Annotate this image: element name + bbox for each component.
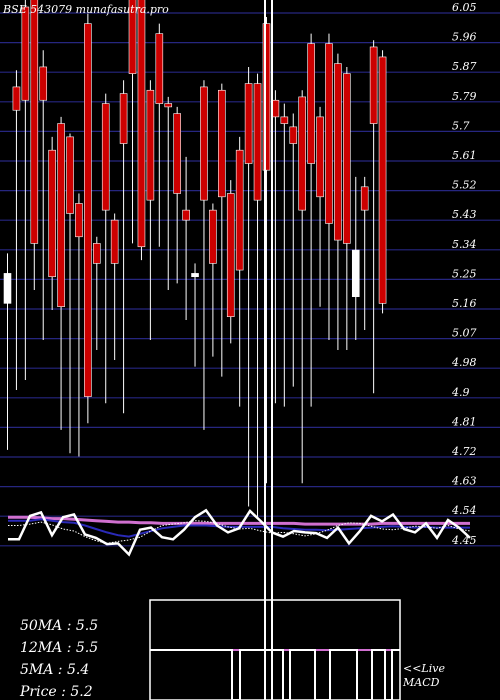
candle-body xyxy=(298,96,306,211)
candle-body xyxy=(280,116,289,124)
candle-body xyxy=(334,63,342,241)
candle-body xyxy=(101,103,110,211)
candle-body xyxy=(75,203,83,238)
y-tick-label: 5.25 xyxy=(452,267,477,280)
ma-fast-line xyxy=(8,520,471,544)
candle-body xyxy=(137,0,146,248)
macd-line xyxy=(150,649,400,700)
y-tick-label: 5.79 xyxy=(452,90,477,103)
candle-body xyxy=(360,186,369,211)
price-axis: 6.05 5.96 5.87 5.79 5.7 5.61 5.52 5.43 5.34 5.25 5… xyxy=(451,1,477,547)
stat-ma12: 12MA : 5.5 xyxy=(20,640,98,656)
y-tick-label: 5.16 xyxy=(452,297,477,310)
y-tick-label: 4.81 xyxy=(451,415,477,428)
candle-body xyxy=(128,0,137,74)
candle-body xyxy=(325,43,333,224)
candle-body xyxy=(351,249,360,298)
moving-average-panel xyxy=(8,508,471,557)
candle-body xyxy=(66,136,74,214)
y-tick-label: 4.54 xyxy=(451,504,477,517)
candle-body xyxy=(119,93,128,144)
chart-title: BSE 543079 munafasutra.pro xyxy=(2,3,169,16)
candle-body xyxy=(39,66,48,101)
candlestick-series xyxy=(3,0,387,517)
y-tick-label: 5.87 xyxy=(452,60,477,73)
candle-body xyxy=(235,149,244,271)
candle-body xyxy=(21,6,30,101)
y-tick-label: 5.52 xyxy=(452,179,477,192)
candle-body xyxy=(164,103,173,108)
stat-price: Price : 5.2 xyxy=(19,684,93,700)
y-tick-label: 5.61 xyxy=(452,149,477,162)
candle-body xyxy=(378,56,387,304)
candle-body xyxy=(146,89,155,201)
macd-label-line2: MACD xyxy=(402,676,440,689)
candle-body xyxy=(155,33,164,104)
candle-body xyxy=(262,23,271,171)
candle-body xyxy=(191,273,199,278)
candle-body xyxy=(84,23,92,397)
candle-body xyxy=(209,209,217,264)
candle-body xyxy=(30,0,39,244)
candle-body xyxy=(48,149,56,278)
price-line xyxy=(8,508,471,557)
ma-slow-line xyxy=(8,515,470,526)
candle-body xyxy=(110,219,119,264)
candle-body xyxy=(343,73,351,244)
candle-body xyxy=(218,89,226,198)
candle-body xyxy=(173,113,181,194)
y-tick-label: 5.34 xyxy=(452,238,477,251)
y-tick-label: 5.7 xyxy=(452,119,470,132)
highlight-marker xyxy=(264,0,273,700)
candle-body xyxy=(369,46,378,124)
candle-body xyxy=(3,273,12,304)
y-tick-label: 4.45 xyxy=(451,534,477,547)
candle-body xyxy=(200,86,208,201)
price-grid xyxy=(0,12,500,547)
y-tick-label: 4.63 xyxy=(451,475,477,488)
candle-body xyxy=(12,86,21,111)
candle-body xyxy=(57,123,65,307)
candle-body xyxy=(182,209,190,221)
y-tick-label: 5.07 xyxy=(452,327,477,340)
y-tick-label: 6.05 xyxy=(452,1,477,14)
y-tick-label: 5.43 xyxy=(452,208,477,221)
candle-body xyxy=(307,43,315,164)
y-tick-label: 4.72 xyxy=(451,445,477,458)
stat-ma5: 5MA : 5.4 xyxy=(20,662,89,678)
candle-body xyxy=(244,83,253,164)
candle-body xyxy=(226,193,235,317)
y-tick-label: 4.9 xyxy=(451,386,470,399)
candle-body xyxy=(93,243,101,264)
macd-label-line1: <<Live xyxy=(403,662,445,675)
y-tick-label: 4.98 xyxy=(451,356,477,369)
candle-body xyxy=(316,116,324,198)
candle-body xyxy=(253,83,262,201)
stat-ma50: 50MA : 5.5 xyxy=(20,618,98,634)
y-tick-label: 5.96 xyxy=(452,31,477,44)
candle-body xyxy=(289,126,298,144)
